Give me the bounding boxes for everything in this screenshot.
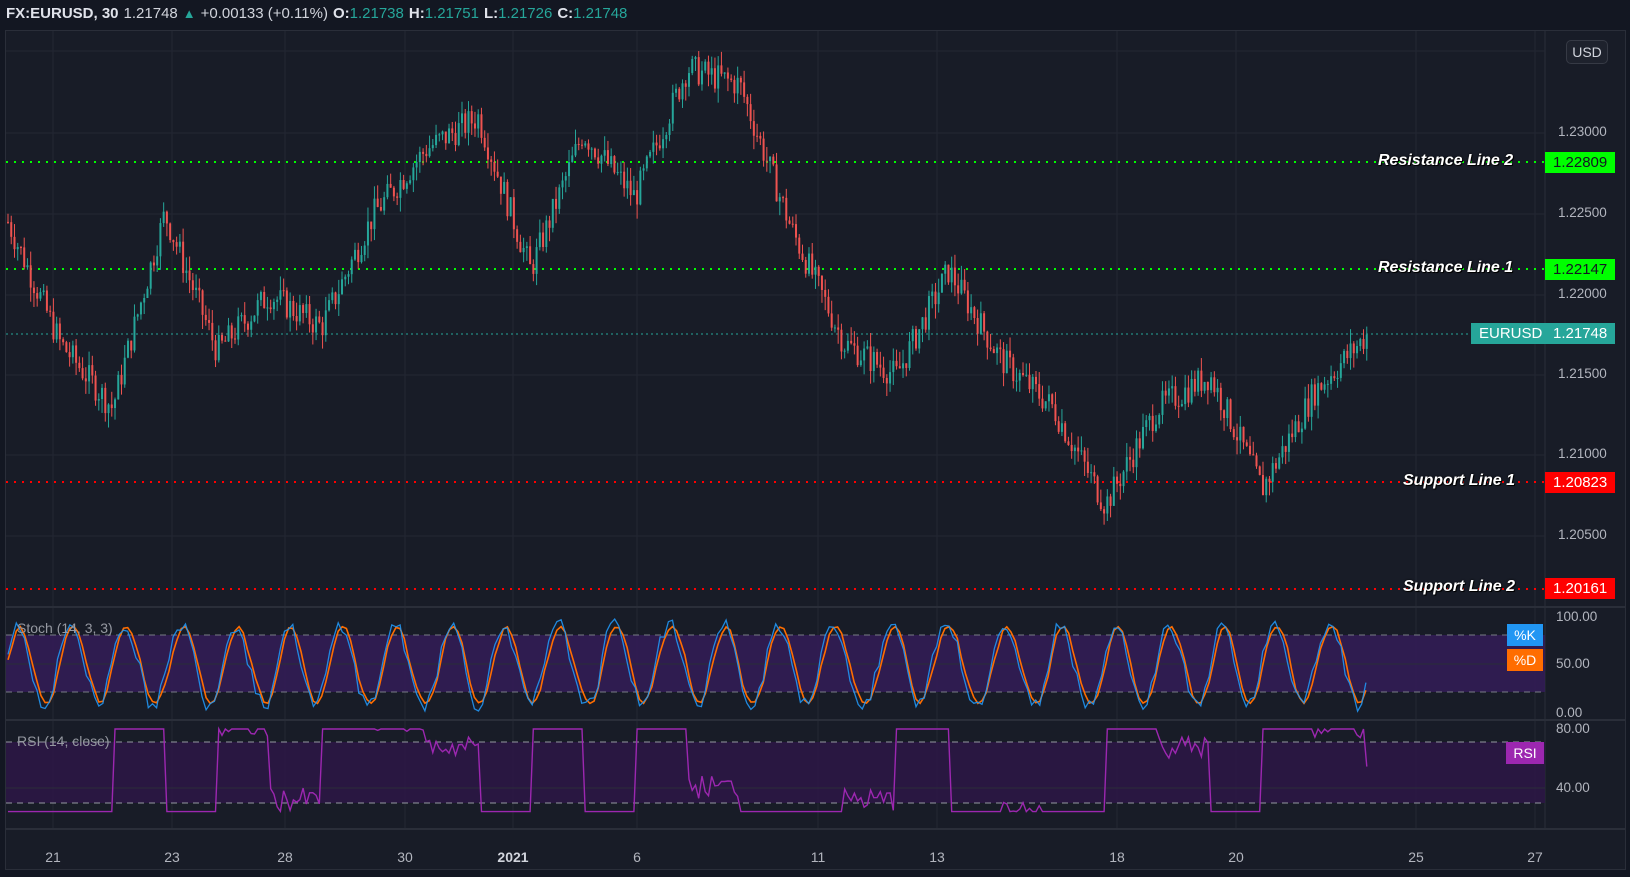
time-tick: 11 (810, 849, 826, 865)
support-line-2-price: 1.20161 (1545, 578, 1616, 599)
time-tick: 28 (277, 849, 293, 865)
price-tick: 1.20500 (1558, 527, 1607, 542)
stoch-tick-50: 50.00 (1556, 656, 1590, 671)
resistance-line-1-price: 1.22147 (1545, 259, 1616, 280)
high-value: 1.21751 (424, 4, 479, 22)
close-label: C: (557, 4, 574, 22)
time-tick: 18 (1109, 849, 1125, 865)
last-price-tag: 1.21748 (1545, 323, 1616, 344)
high-label: H: (408, 4, 425, 22)
resistance-line-2-price: 1.22809 (1545, 152, 1616, 173)
time-tick: 30 (397, 849, 413, 865)
low-value: 1.21726 (498, 4, 553, 22)
support-line-1-label: Support Line 1 (1403, 472, 1515, 489)
currency-button[interactable]: USD (1566, 40, 1608, 64)
rsi-tag: RSI (1506, 742, 1544, 764)
resistance-line-2-label: Resistance Line 2 (1378, 152, 1514, 169)
time-tick: 2021 (497, 849, 529, 865)
rsi-tick-80: 80.00 (1556, 721, 1590, 736)
up-arrow-icon: ▲ (182, 5, 196, 21)
chart-frame (5, 30, 1626, 870)
time-tick: 21 (45, 849, 61, 865)
resistance-line-1-label: Resistance Line 1 (1378, 259, 1514, 276)
symbol-header: FX:EURUSD, 30 1.21748 ▲ +0.00133 (+0.11%… (6, 2, 627, 24)
rsi-title[interactable]: RSI (14, close) (17, 733, 110, 749)
price-tick: 1.21000 (1558, 446, 1607, 461)
price-tick: 1.23000 (1558, 124, 1607, 139)
open-label: O: (332, 4, 350, 22)
time-tick: 23 (164, 849, 180, 865)
price-tick: 1.22000 (1558, 286, 1607, 301)
support-line-2-label: Support Line 2 (1403, 578, 1515, 595)
time-tick: 6 (633, 849, 641, 865)
stoch-k-tag: %K (1507, 624, 1543, 646)
low-label: L: (483, 4, 499, 22)
stoch-tick-0: 0.00 (1556, 705, 1583, 720)
price-change: +0.00133 (+0.11%) (200, 4, 328, 22)
time-tick: 25 (1408, 849, 1424, 865)
stoch-d-tag: %D (1507, 649, 1543, 671)
symbol-title[interactable]: FX:EURUSD, 30 (6, 4, 119, 22)
open-value: 1.21738 (349, 4, 404, 22)
support-line-1-price: 1.20823 (1545, 472, 1616, 493)
last-price: 1.21748 (123, 4, 178, 22)
price-tick: 1.22500 (1558, 205, 1607, 220)
price-tick: 1.21500 (1558, 366, 1607, 381)
time-tick: 27 (1527, 849, 1543, 865)
rsi-tick-40: 40.00 (1556, 780, 1590, 795)
symbol-price-label: EURUSD (1471, 323, 1545, 344)
stoch-title[interactable]: Stoch (14, 3, 3) (17, 620, 113, 636)
time-tick: 20 (1228, 849, 1244, 865)
stoch-tick-100: 100.00 (1556, 609, 1598, 624)
close-value: 1.21748 (573, 4, 628, 22)
time-tick: 13 (929, 849, 945, 865)
